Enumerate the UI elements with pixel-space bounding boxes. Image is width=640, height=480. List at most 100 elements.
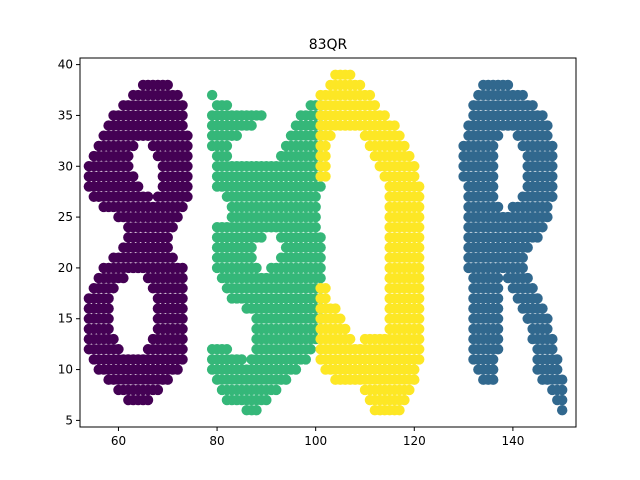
data-point (172, 89, 183, 101)
data-point (414, 191, 425, 202)
data-point (522, 242, 533, 253)
data-point (108, 333, 119, 345)
chart-title: 83QR (309, 37, 348, 53)
data-point (547, 181, 558, 192)
data-point (177, 201, 188, 213)
data-point (167, 222, 178, 233)
data-point (167, 252, 178, 263)
data-point (414, 242, 425, 253)
data-point (409, 171, 420, 182)
data-point (261, 394, 272, 406)
data-point (537, 303, 548, 314)
data-point (537, 110, 548, 121)
data-point (344, 333, 356, 345)
data-point (414, 181, 425, 192)
data-point (404, 150, 415, 162)
x-tick-label: 80 (209, 434, 224, 448)
data-point (414, 344, 425, 355)
data-point (414, 252, 425, 263)
data-point (537, 222, 548, 233)
data-point (532, 232, 543, 243)
data-point (162, 374, 173, 385)
data-point (251, 405, 262, 416)
data-point (221, 150, 233, 162)
data-point (414, 323, 425, 335)
data-point (547, 333, 558, 345)
data-point (320, 171, 331, 182)
y-tick-label: 40 (58, 58, 73, 72)
y-tick-label: 30 (58, 159, 73, 173)
data-point (177, 100, 188, 111)
data-point (547, 150, 558, 162)
data-point (542, 130, 553, 141)
y-axis: 5 10 15 20 25 30 35 40 (58, 58, 80, 427)
data-point (547, 344, 558, 355)
data-point (414, 222, 425, 233)
data-point (492, 303, 504, 314)
data-point (320, 140, 331, 152)
data-point (182, 171, 193, 182)
data-point (542, 211, 553, 223)
data-point (517, 262, 528, 274)
plot-area-frame (79, 57, 577, 428)
x-tick-label: 120 (403, 434, 426, 448)
data-point (221, 100, 233, 111)
data-point (542, 313, 553, 324)
data-point (335, 313, 346, 324)
data-point (487, 161, 499, 172)
data-point (132, 181, 144, 192)
data-point (206, 89, 218, 101)
data-point (330, 303, 341, 314)
data-point (542, 323, 553, 335)
data-point (177, 344, 188, 355)
data-point (246, 120, 257, 131)
data-point (182, 150, 193, 162)
data-point (177, 313, 188, 324)
data-point (256, 110, 267, 121)
y-tick-label: 5 (65, 413, 73, 427)
data-point (414, 293, 425, 304)
data-point (182, 191, 193, 202)
data-point (487, 374, 499, 385)
data-point (409, 161, 420, 172)
data-point (492, 333, 504, 345)
data-point (389, 120, 400, 131)
data-point (251, 262, 262, 274)
data-point (547, 140, 558, 152)
data-point (492, 293, 504, 304)
data-point (113, 344, 124, 355)
data-point (315, 232, 326, 243)
data-point (108, 283, 119, 294)
data-points (83, 69, 568, 416)
data-point (414, 211, 425, 223)
x-tick-label: 140 (501, 434, 524, 448)
data-point (246, 242, 257, 253)
data-point (103, 313, 114, 324)
data-point (414, 333, 425, 345)
data-point (142, 394, 154, 406)
data-point (177, 110, 188, 121)
data-point (344, 69, 356, 80)
data-point (517, 252, 528, 263)
data-point (177, 293, 188, 304)
data-point (556, 394, 568, 406)
x-tick-label: 100 (304, 434, 327, 448)
data-point (310, 201, 321, 213)
data-point (172, 364, 183, 375)
series-8 (83, 79, 193, 406)
x-axis: 60 80 100 120 140 (111, 427, 524, 448)
data-point (310, 191, 321, 202)
data-point (162, 79, 173, 91)
data-point (177, 262, 188, 274)
data-point (552, 364, 563, 375)
data-point (128, 140, 139, 152)
data-point (162, 242, 173, 253)
data-point (320, 161, 331, 172)
data-point (547, 171, 558, 182)
data-point (394, 405, 405, 416)
data-point (315, 272, 326, 284)
data-point (231, 130, 242, 141)
data-point (414, 313, 425, 324)
data-point (399, 394, 410, 406)
data-point (414, 272, 425, 284)
